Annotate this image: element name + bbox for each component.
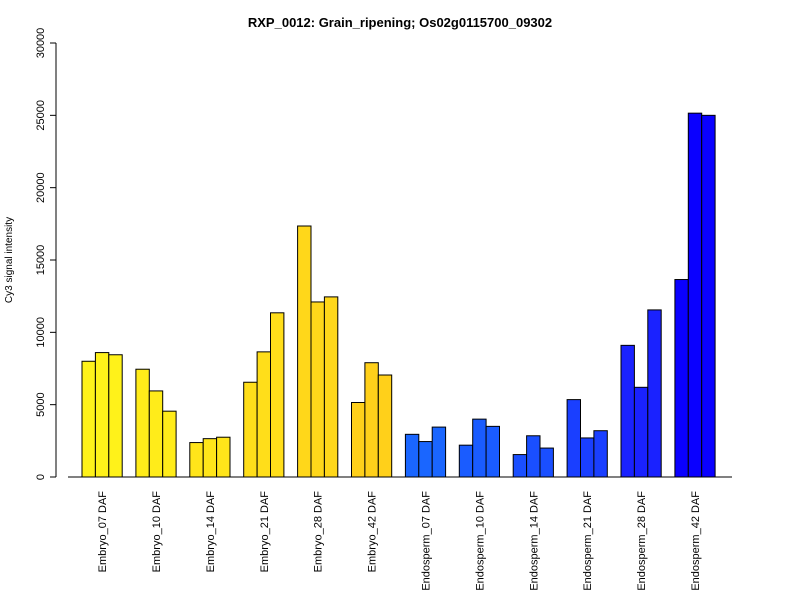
bar: [351, 401, 366, 478]
bar: [148, 390, 164, 478]
y-axis-label: Cy3 signal intensity: [4, 217, 15, 303]
bar: [539, 447, 554, 478]
bar: [135, 368, 150, 478]
bar: [297, 225, 312, 478]
bar: [189, 442, 204, 478]
bar: [108, 354, 123, 478]
bar: [404, 433, 420, 478]
x-tick-label: Embryo_21 DAF: [259, 491, 271, 573]
bar: [256, 351, 272, 478]
y-axis: 0 5000 10000 15000 20000 25000 30000: [35, 28, 57, 480]
bar: [202, 438, 218, 478]
bar: [94, 352, 110, 478]
bar: [81, 360, 96, 478]
x-tick-label: Endosperm_14 DAF: [528, 491, 540, 591]
x-axis-labels: Embryo_07 DAF Embryo_10 DAF Embryo_14 DAF E…: [97, 491, 702, 591]
bar: [310, 301, 325, 478]
bar: [458, 444, 474, 478]
bar: [526, 435, 541, 478]
x-tick-label: Embryo_14 DAF: [205, 491, 217, 573]
y-tick-label: 10000: [35, 317, 47, 348]
bar: [472, 418, 487, 478]
bar: [270, 312, 285, 478]
bar: [216, 436, 231, 478]
x-tick-label: Embryo_42 DAF: [367, 491, 379, 573]
bar: [431, 426, 447, 478]
bar: [687, 112, 703, 478]
y-tick-label: 15000: [35, 245, 47, 276]
bar: [485, 425, 501, 478]
bar: [566, 399, 581, 478]
y-tick-label: 0: [35, 474, 47, 480]
bar: [620, 344, 635, 478]
bar: [418, 441, 433, 478]
bar: [512, 454, 528, 478]
bar: [364, 362, 379, 478]
x-tick-label: Endosperm_21 DAF: [582, 491, 594, 591]
bar: [377, 374, 393, 478]
bar: [243, 381, 258, 478]
y-tick-label: 30000: [35, 28, 47, 59]
bar-series: [81, 112, 716, 478]
bar: [633, 386, 649, 478]
x-tick-label: Embryo_07 DAF: [97, 491, 109, 573]
x-tick-label: Endosperm_42 DAF: [690, 491, 702, 591]
bar: [701, 114, 716, 478]
x-tick-label: Endosperm_28 DAF: [636, 491, 648, 591]
bar: [580, 437, 595, 478]
bar: [647, 309, 662, 478]
bar: [593, 430, 608, 478]
y-tick-label: 20000: [35, 172, 47, 203]
chart-title: RXP_0012: Grain_ripening; Os02g0115700_0…: [248, 15, 552, 30]
y-tick-label: 25000: [35, 100, 47, 131]
y-tick-label: 5000: [35, 392, 47, 416]
bar: [674, 279, 689, 478]
x-tick-label: Embryo_28 DAF: [313, 491, 325, 573]
x-tick-label: Embryo_10 DAF: [151, 491, 163, 573]
bar: [162, 410, 177, 478]
bar: [323, 296, 339, 478]
x-tick-label: Endosperm_10 DAF: [474, 491, 486, 591]
x-tick-label: Endosperm_07 DAF: [421, 491, 433, 591]
